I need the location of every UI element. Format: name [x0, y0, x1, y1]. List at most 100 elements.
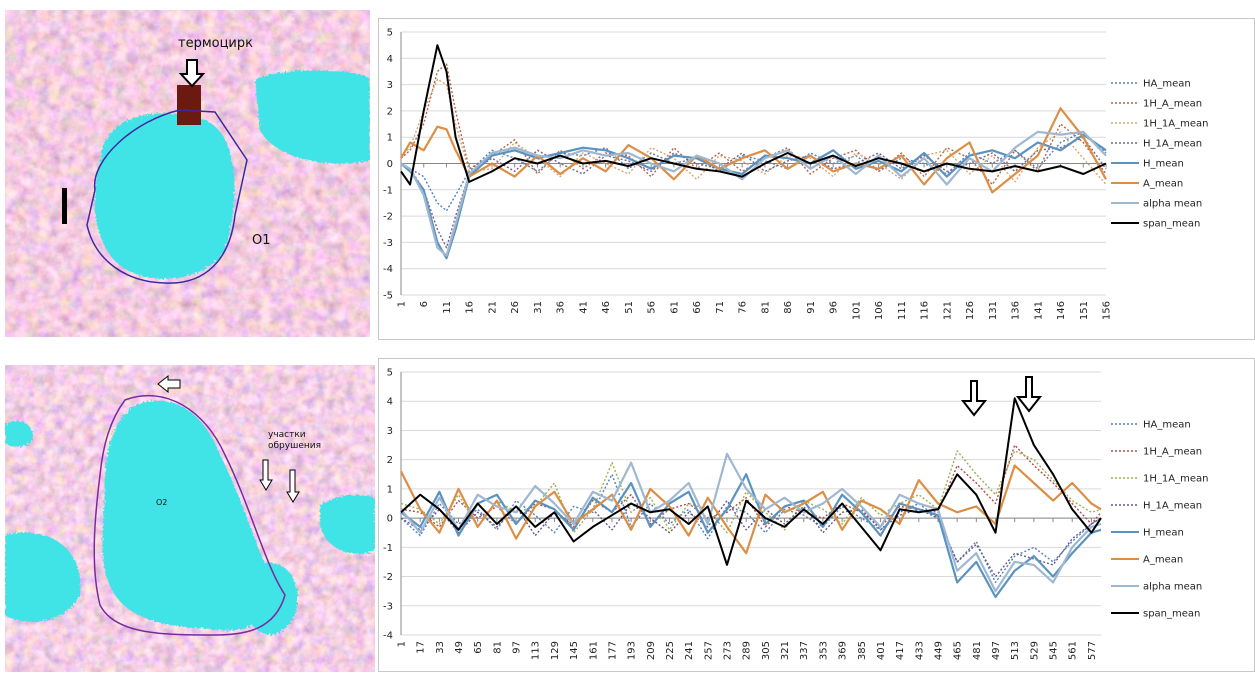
x-tick-label: 131 — [988, 301, 999, 320]
y-tick-label: 4 — [387, 54, 393, 65]
x-tick-label: 91 — [806, 301, 817, 314]
x-tick-label: 225 — [665, 641, 676, 660]
x-tick-label: 51 — [624, 301, 635, 314]
x-tick-label: 6 — [419, 301, 430, 307]
x-tick-label: 111 — [897, 301, 908, 320]
x-tick-label: 417 — [895, 641, 906, 660]
x-tick-label: 16 — [465, 301, 476, 314]
y-tick-label: 5 — [387, 368, 393, 379]
legend-label: alpha mean — [1143, 199, 1202, 210]
series-line — [400, 452, 1102, 593]
x-tick-label: 26 — [510, 301, 521, 314]
legend-label: H_mean — [1143, 528, 1184, 539]
y-tick-label: 2 — [387, 455, 393, 466]
series-line — [400, 62, 1107, 186]
y-tick-label: -1 — [383, 185, 393, 196]
x-tick-label: 126 — [965, 301, 976, 320]
series-line — [400, 78, 1107, 185]
x-tick-label: 305 — [761, 641, 772, 660]
x-tick-label: 101 — [851, 301, 862, 320]
arrow-annotations — [960, 380, 988, 417]
x-tick-label: 433 — [914, 641, 925, 660]
x-tick-label: 497 — [991, 641, 1002, 660]
y-tick-label: -1 — [383, 543, 393, 554]
x-tick-label: 161 — [588, 641, 599, 660]
x-tick-label: 401 — [876, 641, 887, 660]
x-tick-label: 529 — [1029, 641, 1040, 660]
x-tick-label: 97 — [512, 641, 523, 654]
x-tick-label: 33 — [435, 641, 446, 654]
legend-label: HA_mean — [1143, 79, 1191, 90]
image-label: O2 — [156, 498, 168, 507]
x-tick-label: 1 — [397, 641, 408, 647]
x-tick-label: 65 — [473, 641, 484, 654]
legend-label: H_mean — [1143, 159, 1184, 170]
x-tick-label: 561 — [1068, 641, 1079, 660]
y-tick-label: 3 — [387, 426, 393, 437]
series-line — [400, 397, 1102, 566]
y-tick-label: -3 — [383, 601, 393, 612]
satellite-image-1 — [5, 10, 370, 337]
x-tick-label: 121 — [942, 301, 953, 320]
x-tick-label: 141 — [1033, 301, 1044, 320]
x-tick-label: 353 — [818, 641, 829, 660]
x-tick-label: 177 — [607, 641, 618, 660]
x-tick-label: 113 — [531, 641, 542, 660]
arrow-annotations — [1015, 376, 1043, 413]
x-tick-label: 156 — [1102, 301, 1113, 320]
legend-label: H_1A_mean — [1143, 139, 1202, 150]
x-tick-label: 81 — [492, 641, 503, 654]
x-tick-label: 96 — [829, 301, 840, 314]
x-tick-label: 136 — [1011, 301, 1022, 320]
y-tick-label: -2 — [383, 572, 393, 583]
y-tick-label: 3 — [387, 80, 393, 91]
y-tick-label: -2 — [383, 212, 393, 223]
x-tick-label: 49 — [454, 641, 465, 654]
x-tick-label: 66 — [692, 301, 703, 314]
legend-label: span_mean — [1143, 609, 1200, 620]
x-tick-label: 86 — [783, 301, 794, 314]
image-label: термоцирк — [178, 36, 253, 51]
series-line — [400, 464, 1102, 555]
image-label: O1 — [252, 233, 271, 248]
x-tick-label: 513 — [1010, 641, 1021, 660]
y-tick-label: -4 — [383, 264, 393, 275]
x-tick-label: 71 — [715, 301, 726, 314]
y-tick-label: -4 — [383, 631, 393, 642]
x-tick-label: 36 — [556, 301, 567, 314]
x-tick-label: 106 — [874, 301, 885, 320]
satellite-image-2 — [5, 365, 375, 672]
chart: -4 -3 -2 -1 0 1 2 3 4 5 1 17 33 49 65 81 97 113 129 145 161 1… — [383, 368, 1208, 661]
legend-label: 1H_1A_mean — [1143, 119, 1208, 130]
x-tick-label: 385 — [857, 641, 868, 660]
legend-label: span_mean — [1143, 219, 1200, 230]
x-tick-label: 31 — [533, 301, 544, 314]
legend-label: 1H_1A_mean — [1143, 474, 1208, 485]
x-tick-label: 21 — [487, 301, 498, 314]
image-label: участки обрушения — [268, 430, 322, 451]
x-tick-label: 193 — [627, 641, 638, 660]
x-tick-label: 257 — [703, 641, 714, 660]
x-tick-label: 17 — [416, 641, 427, 654]
x-tick-label: 273 — [723, 641, 734, 660]
x-tick-label: 577 — [1087, 641, 1098, 660]
x-tick-label: 449 — [933, 641, 944, 660]
legend-label: A_mean — [1143, 179, 1183, 190]
legend-label: 1H_A_mean — [1143, 99, 1202, 110]
series-line — [400, 444, 1102, 528]
x-tick-label: 289 — [742, 641, 753, 660]
y-tick-label: 1 — [387, 484, 393, 495]
x-tick-label: 11 — [442, 301, 453, 314]
chart-panel: -4 -3 -2 -1 0 1 2 3 4 5 1 17 33 49 65 81 97 113 129 145 161 1… — [378, 358, 1255, 672]
y-tick-label: 4 — [387, 397, 393, 408]
x-tick-label: 337 — [799, 641, 810, 660]
y-tick-label: 0 — [387, 159, 393, 170]
x-tick-label: 369 — [838, 641, 849, 660]
y-tick-label: 1 — [387, 133, 393, 144]
y-tick-label: -5 — [383, 291, 393, 302]
series-line — [400, 130, 1107, 257]
x-tick-label: 1 — [397, 301, 408, 307]
legend-label: H_1A_mean — [1143, 501, 1202, 512]
x-tick-label: 321 — [780, 641, 791, 660]
